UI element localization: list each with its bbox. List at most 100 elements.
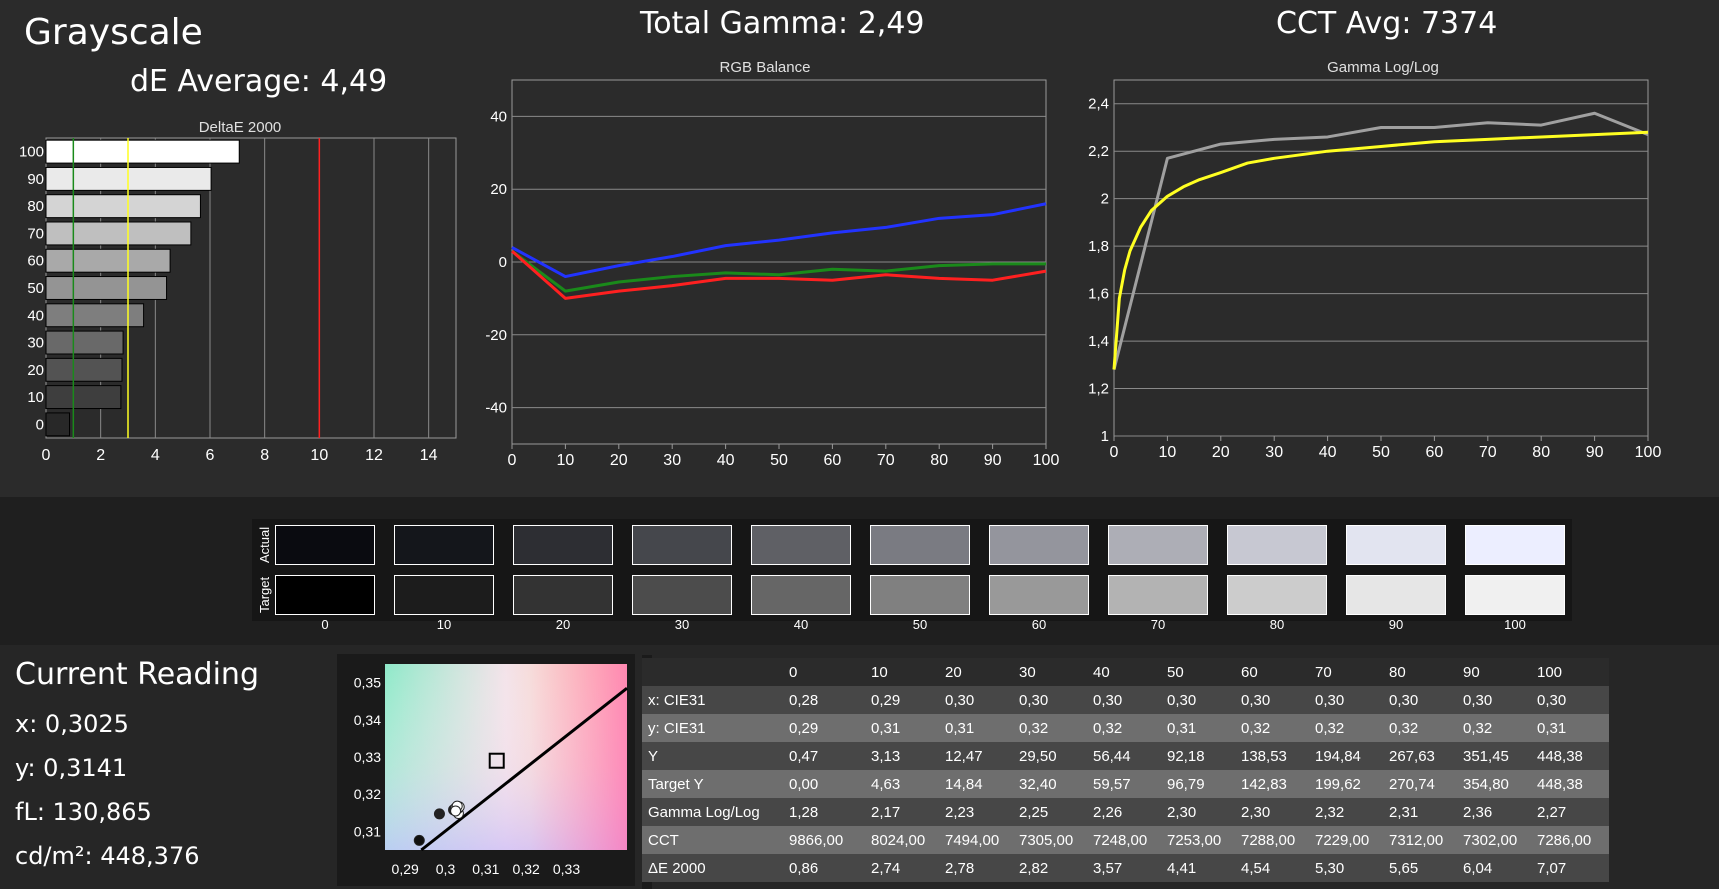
- gamma-y-tick: 2: [1101, 191, 1109, 208]
- deltae-y-tick: 70: [27, 225, 44, 242]
- table-cell: 7,07: [1531, 854, 1609, 882]
- table-row: ΔE 2000 0,86 2,74 2,78 2,82 3,57 4,41 4,54 5,30 5…: [642, 854, 1609, 882]
- table-cell: 0,00: [783, 770, 865, 798]
- rgb-balance-series-1-line: [511, 249, 1046, 293]
- cie-x-tick: 0,32: [513, 861, 540, 877]
- gamma-chart-title: Gamma Log/Log: [1327, 59, 1439, 76]
- deltae-bar: [45, 248, 171, 273]
- rgb-balance-series-0-line: [511, 202, 1047, 279]
- gamma-x-tick: 20: [1212, 444, 1230, 461]
- rgb-balance-x-tick: 0: [508, 452, 517, 469]
- deltae-y-tick: 40: [27, 307, 44, 324]
- cie-y-tick: 0,35: [354, 675, 381, 691]
- table-row: y: CIE31 0,29 0,31 0,31 0,32 0,32 0,31 0,32 0,32…: [642, 714, 1609, 742]
- table-row: x: CIE31 0,28 0,29 0,30 0,30 0,30 0,30 0,30 0,30…: [642, 686, 1609, 714]
- table-cell: 0,30: [1235, 686, 1309, 714]
- rgb-balance-y-tick: -20: [485, 327, 507, 344]
- table-cell: 270,74: [1383, 770, 1457, 798]
- gamma-x-tick: 90: [1586, 444, 1604, 461]
- swatch-band: Actual Target 0 10 20 30 40 50 60 70 80 90 100: [0, 497, 1719, 645]
- table-header-cell: 100: [1531, 658, 1609, 686]
- table-cell: 448,38: [1531, 742, 1609, 770]
- table-cell: 267,63: [1383, 742, 1457, 770]
- cct-average: CCT Avg: 7374: [1276, 6, 1498, 41]
- table-cell: 3,13: [865, 742, 939, 770]
- deltae-y-tick: 100: [19, 144, 44, 161]
- table-cell: 3,57: [1087, 854, 1161, 882]
- target-swatch: [1108, 575, 1208, 615]
- table-cell: 92,18: [1161, 742, 1235, 770]
- table-cell: 354,80: [1457, 770, 1531, 798]
- table-header-cell: 10: [865, 658, 939, 686]
- swatch-label: 100: [1504, 617, 1526, 632]
- swatch-label: 30: [674, 617, 690, 632]
- deltae-x-tick: 4: [151, 447, 160, 464]
- deltae-y-tick: 50: [27, 280, 44, 297]
- table-row: CCT 9866,00 8024,00 7494,00 7305,00 7248,00 72…: [642, 826, 1609, 854]
- swatch-label: 90: [1388, 617, 1404, 632]
- table-header-cell: 30: [1013, 658, 1087, 686]
- table-cell: 2,27: [1531, 798, 1609, 826]
- data-table: 0 10 20 30 40 50 60 70 80 90 100 x: CIE31 0,28 0,29 0,…: [642, 658, 1609, 882]
- table-cell: 0,32: [1087, 714, 1161, 742]
- table-row: Y 0,47 3,13 12,47 29,50 56,44 92,18 138,53 194,8…: [642, 742, 1609, 770]
- gamma-x-tick: 10: [1159, 444, 1177, 461]
- table-cell: 0,30: [939, 686, 1013, 714]
- table-cell: 0,30: [1457, 686, 1531, 714]
- gamma-y-tick: 1,2: [1088, 381, 1109, 398]
- table-cell: 199,62: [1309, 770, 1383, 798]
- actual-swatch: [989, 525, 1089, 565]
- actual-swatch: [1346, 525, 1446, 565]
- actual-swatch: [870, 525, 970, 565]
- table-cell: 194,84: [1309, 742, 1383, 770]
- target-swatch: [1346, 575, 1446, 615]
- page-title: Grayscale: [24, 12, 203, 53]
- table-cell: 0,30: [1087, 686, 1161, 714]
- table-cell: 0,30: [1383, 686, 1457, 714]
- table-row-label: Y: [642, 742, 783, 770]
- deltae-bar: [45, 139, 240, 164]
- table-cell: 138,53: [1235, 742, 1309, 770]
- swatch-label: 40: [793, 617, 809, 632]
- table-cell: 7305,00: [1013, 826, 1087, 854]
- gamma-y-tick: 2,2: [1088, 143, 1109, 160]
- rgb-balance-x-tick: 60: [824, 452, 842, 469]
- table-row-label: y: CIE31: [642, 714, 783, 742]
- table-cell: 0,47: [783, 742, 865, 770]
- target-swatch: [394, 575, 494, 615]
- table-cell: 448,38: [1531, 770, 1609, 798]
- table-cell: 2,78: [939, 854, 1013, 882]
- table-cell: 12,47: [939, 742, 1013, 770]
- table-cell: 0,32: [1309, 714, 1383, 742]
- table-cell: 2,23: [939, 798, 1013, 826]
- cie-x-tick: 0,3: [436, 861, 456, 877]
- actual-swatch: [1465, 525, 1565, 565]
- cie-y-tick: 0,32: [354, 786, 381, 802]
- deltae-y-tick: 80: [27, 198, 44, 215]
- swatch-label: 20: [555, 617, 571, 632]
- actual-swatch: [394, 525, 494, 565]
- swatch-label: 70: [1150, 617, 1166, 632]
- gamma-x-tick: 50: [1372, 444, 1390, 461]
- table-row-label: Target Y: [642, 770, 783, 798]
- table-cell: 0,31: [865, 714, 939, 742]
- deltae-x-tick: 2: [96, 447, 105, 464]
- table-cell: 32,40: [1013, 770, 1087, 798]
- table-cell: 2,26: [1087, 798, 1161, 826]
- table-cell: 0,32: [1235, 714, 1309, 742]
- table-cell: 142,83: [1235, 770, 1309, 798]
- cie-blackbody-locus: [420, 687, 628, 852]
- table-cell: 29,50: [1013, 742, 1087, 770]
- gamma-x-tick: 60: [1426, 444, 1444, 461]
- table-cell: 0,32: [1383, 714, 1457, 742]
- table-cell: 7248,00: [1087, 826, 1161, 854]
- table-cell: 6,04: [1457, 854, 1531, 882]
- gamma-x-tick: 100: [1635, 444, 1662, 461]
- table-cell: 9866,00: [783, 826, 865, 854]
- table-cell: 2,17: [865, 798, 939, 826]
- swatch-label: 10: [436, 617, 452, 632]
- cie-gamut-pink: [385, 664, 627, 850]
- gamma-x-tick: 80: [1532, 444, 1550, 461]
- target-swatch: [989, 575, 1089, 615]
